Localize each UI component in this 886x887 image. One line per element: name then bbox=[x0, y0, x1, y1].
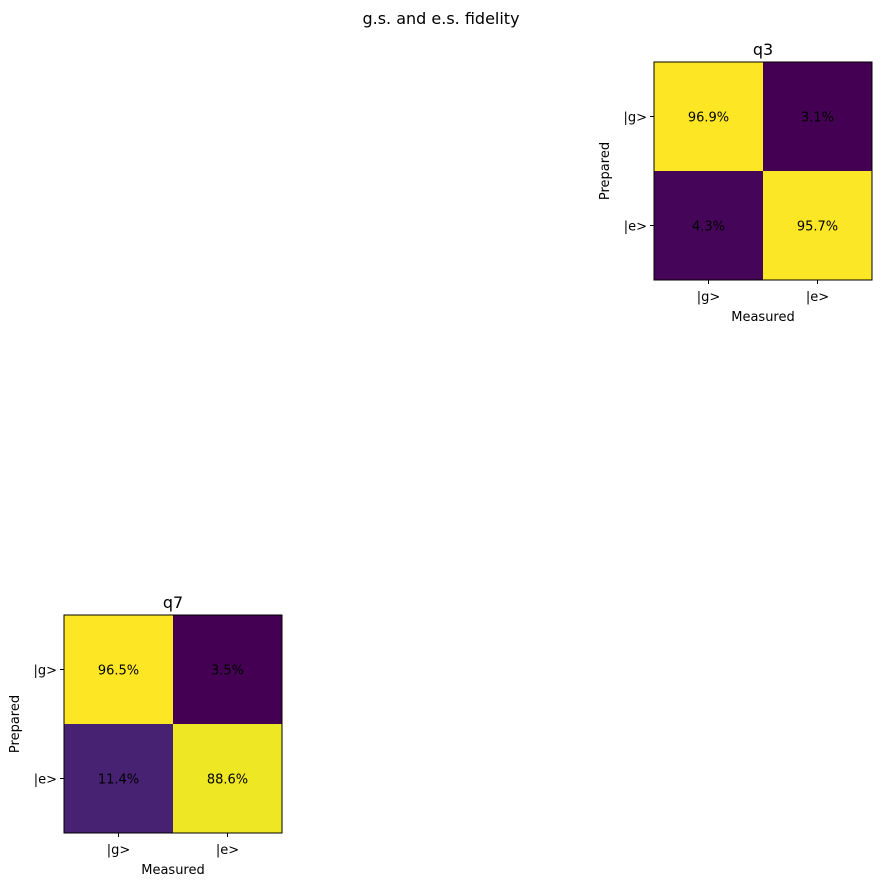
heatmap-cell bbox=[173, 724, 282, 833]
y-axis-label: Prepared bbox=[8, 695, 23, 753]
heatmap-cell bbox=[173, 615, 282, 724]
x-axis-label: Measured bbox=[731, 310, 795, 325]
heatmap-cell bbox=[654, 171, 763, 280]
y-tick-label: |e> bbox=[624, 220, 647, 235]
heatmap-cell bbox=[763, 62, 872, 171]
y-tick-label: |g> bbox=[33, 664, 57, 679]
cell-label: 96.9% bbox=[688, 111, 729, 126]
heatmap-cell bbox=[763, 171, 872, 280]
y-tick-label: |e> bbox=[34, 773, 57, 788]
heatmap-q7: 96.5% 3.5% 11.4% 88.6% |g> |e> |g> |e> q7 Measure… bbox=[8, 593, 283, 878]
x-tick-label: |g> bbox=[107, 843, 131, 858]
cell-label: 3.1% bbox=[801, 111, 834, 126]
x-tick-label: |g> bbox=[697, 290, 721, 305]
figure-title: g.s. and e.s. fidelity bbox=[362, 9, 519, 28]
subplot-title: q7 bbox=[163, 593, 183, 612]
x-tick-label: |e> bbox=[806, 290, 829, 305]
x-axis-label: Measured bbox=[141, 863, 205, 878]
heatmap-cell bbox=[64, 724, 173, 833]
heatmap-q3: 96.9% 3.1% 4.3% 95.7% |g> |e> |g> |e> q3 Measured… bbox=[598, 40, 873, 325]
heatmap-cell bbox=[64, 615, 173, 724]
cell-label: 88.6% bbox=[207, 773, 248, 788]
x-tick-label: |e> bbox=[216, 843, 239, 858]
cell-label: 95.7% bbox=[797, 220, 838, 235]
y-tick-label: |g> bbox=[623, 111, 647, 126]
heatmap-cell bbox=[654, 62, 763, 171]
plot-frame bbox=[653, 61, 873, 281]
cell-label: 96.5% bbox=[98, 664, 139, 679]
subplot-title: q3 bbox=[753, 40, 773, 59]
y-axis-label: Prepared bbox=[598, 142, 613, 200]
cell-label: 11.4% bbox=[98, 773, 139, 788]
cell-label: 4.3% bbox=[692, 220, 725, 235]
cell-label: 3.5% bbox=[211, 664, 244, 679]
plot-frame bbox=[63, 614, 283, 834]
